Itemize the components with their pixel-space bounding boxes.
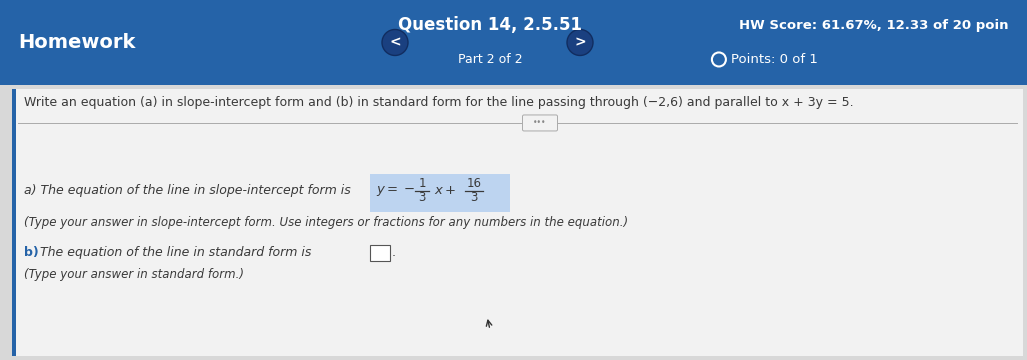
Text: <: < <box>389 36 401 49</box>
Text: Points: 0 of 1: Points: 0 of 1 <box>731 53 817 66</box>
Text: (Type your answer in standard form.): (Type your answer in standard form.) <box>24 269 244 282</box>
FancyBboxPatch shape <box>523 115 558 131</box>
Text: Homework: Homework <box>18 33 136 52</box>
Text: b): b) <box>24 247 39 260</box>
Text: Part 2 of 2: Part 2 of 2 <box>458 53 523 66</box>
Bar <box>12 89 1023 356</box>
Text: HW Score: 61.67%, 12.33 of 20 poin: HW Score: 61.67%, 12.33 of 20 poin <box>739 19 1009 32</box>
Text: (Type your answer in slope-intercept form. Use integers or fractions for any num: (Type your answer in slope-intercept for… <box>24 216 629 229</box>
Text: 1: 1 <box>418 177 426 190</box>
Text: •••: ••• <box>533 118 546 127</box>
Bar <box>0 0 1027 85</box>
Bar <box>370 245 390 261</box>
Text: >: > <box>574 36 585 49</box>
Text: 3: 3 <box>470 192 478 204</box>
Text: $x +$: $x +$ <box>434 184 456 197</box>
Bar <box>370 174 510 212</box>
Circle shape <box>567 30 593 55</box>
Text: .: . <box>392 247 396 260</box>
Text: The equation of the line in standard form is: The equation of the line in standard for… <box>40 247 311 260</box>
Circle shape <box>382 30 408 55</box>
Text: 3: 3 <box>418 192 425 204</box>
Bar <box>12 89 16 356</box>
Text: 16: 16 <box>466 177 482 190</box>
Text: $y = -$: $y = -$ <box>376 184 415 198</box>
Text: a) The equation of the line in slope-intercept form is: a) The equation of the line in slope-int… <box>24 184 354 197</box>
Text: Write an equation (a) in slope-intercept form and (b) in standard form for the l: Write an equation (a) in slope-intercept… <box>24 96 853 109</box>
Text: Question 14, 2.5.51: Question 14, 2.5.51 <box>398 17 582 35</box>
